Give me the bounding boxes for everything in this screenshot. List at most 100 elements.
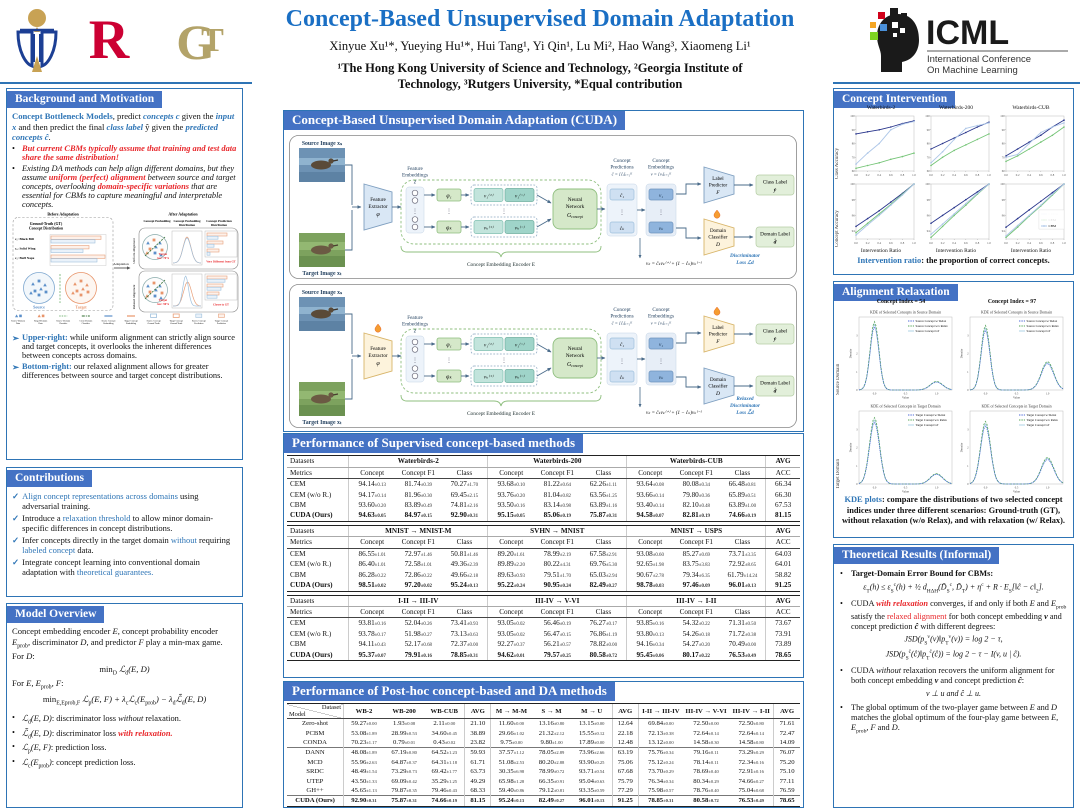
text: Neural (568, 346, 583, 352)
row-label: CEM (w/o R.) (290, 629, 332, 638)
span: 81.22 (543, 480, 560, 489)
circle (913, 120, 915, 123)
v1-pair-group (470, 184, 538, 206)
text: Embeddings (648, 165, 674, 171)
text: Target Image xₜ (302, 420, 341, 426)
text: ĉ = [ĉᵢ]ᵢ₌₁ᴷ (612, 172, 634, 177)
column-header: Concept (626, 606, 674, 619)
span: ±1.00 (552, 740, 563, 746)
text-segment: . (48, 132, 51, 142)
span: ±1.54 (366, 769, 377, 775)
table-cell: 90.95±0.24 (534, 580, 581, 592)
circle (1028, 148, 1030, 150)
text-segment: d (28, 719, 31, 726)
text: Concept Distribution (29, 227, 64, 231)
span: 56.46 (543, 619, 560, 628)
table-row: CEM (w/o R.) 94.17±0.14 81.96±0.30 69.45±2.… (287, 489, 800, 500)
plot-container: 60 70 80 90 100 0.0 0.2 0.4 0.6 0.8 1.0 (921, 113, 991, 184)
table-cell: 13.12±0.00 (637, 738, 683, 748)
text: ĉ = [ĉᵢ]ᵢ₌₁ᴷ (612, 321, 634, 326)
text: 96 (1002, 214, 1006, 218)
text: Target-Domain (34, 320, 48, 323)
rect (900, 28, 905, 33)
text: Concept Embedding (143, 219, 171, 223)
text: Source Concept w/ Relax (1027, 319, 1058, 323)
table-cell: 95.37±0.07 (348, 649, 396, 662)
fire-icon (374, 323, 382, 333)
span: ±0.63 (466, 633, 479, 639)
circle (941, 142, 944, 145)
column-header: Concept F1 (673, 467, 720, 480)
table-cell: 73.89 (765, 639, 800, 650)
table-cell: 69.76±5.30 (580, 559, 626, 569)
polyline (855, 121, 915, 165)
path (676, 227, 702, 240)
span: 76.34 (648, 777, 664, 785)
text: Concept (613, 158, 631, 164)
text-segment: [‖ĉ − c‖ (1011, 582, 1036, 592)
column-header: Concept (348, 536, 396, 549)
span: ±2.20 (513, 563, 525, 569)
text: Network (566, 353, 585, 359)
text: Target Concept (124, 320, 138, 323)
table-cell: 73.71±3.35 (719, 548, 765, 559)
column-header: Waterbirds-200 (487, 455, 627, 468)
text: 2 (967, 352, 969, 356)
span: ±0.40 (708, 769, 719, 775)
text: Value (1013, 396, 1021, 400)
span: ±0.82 (559, 493, 571, 499)
span: ±0.14 (652, 504, 664, 510)
text-segment: c (28, 763, 31, 770)
rect (893, 33, 897, 37)
table-cell: 11.60±0.00 (490, 718, 532, 729)
text: 70 (852, 155, 856, 159)
text: KDE of Selected Concepts in Source Domai… (870, 311, 941, 315)
rect (79, 293, 83, 297)
span: ±1.70 (559, 573, 571, 579)
text: 0.6 (964, 173, 968, 177)
axis-label: Source Domain (836, 363, 841, 395)
rect (504, 337, 535, 351)
text: φ (376, 212, 380, 218)
span: ±0.25 (559, 653, 571, 659)
rect (148, 247, 152, 251)
text-segment: Intervention ratio (857, 256, 922, 265)
list-item-text: ℒd(E, D): discriminator loss without rel… (22, 713, 181, 726)
circle (1051, 191, 1054, 194)
span: ±0.00 (444, 721, 456, 727)
background-paragraph: Concept Bottleneck Models, predict conce… (7, 108, 242, 142)
text: ĉ₁ (620, 193, 624, 199)
rect (609, 221, 635, 234)
text-segment: Concept embedding encoder (12, 626, 113, 637)
span: ±0.42 (406, 778, 417, 784)
span: ±1.01 (420, 563, 432, 569)
text: F (715, 339, 720, 345)
table-cell: 86.28±0.22 (348, 569, 396, 581)
source-image-thumbnail (299, 148, 345, 182)
span: ±2.39 (466, 563, 479, 569)
table-cell: 96.01±0.13 (571, 795, 613, 807)
text-segment: c (125, 700, 129, 707)
text-segment: ℒ (116, 663, 126, 674)
text: Prediction (217, 323, 227, 325)
rect (504, 369, 535, 383)
span: ±0.16 (513, 504, 525, 510)
span: ±0.57 (663, 788, 674, 794)
table-cell: 83.89±0.49 (395, 500, 441, 510)
span: 50.81 (450, 549, 467, 558)
circle (1016, 226, 1019, 228)
table-cell: 93.05±0.02 (487, 628, 535, 640)
span: 93.76 (497, 490, 514, 499)
text-segment: (h) + ½ d (896, 582, 927, 592)
span: 83.89 (404, 501, 421, 509)
table-cell: 14.58±0.80 (729, 738, 773, 748)
table-cell: 22.18 (611, 728, 639, 739)
path (159, 253, 163, 257)
text: Extractor (368, 353, 388, 359)
span: 74.66 (728, 511, 745, 520)
circle (878, 213, 880, 215)
span: 43.50 (351, 777, 367, 785)
row-label: CBM (290, 570, 306, 579)
row-label: CBM (290, 501, 306, 509)
